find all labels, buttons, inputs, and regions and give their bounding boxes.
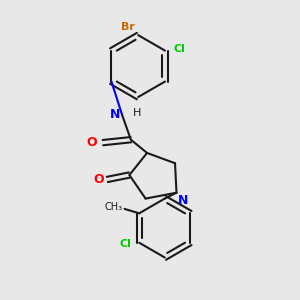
Text: Cl: Cl	[173, 44, 185, 54]
Text: O: O	[86, 136, 97, 149]
Text: N: N	[178, 194, 188, 207]
Text: CH₃: CH₃	[104, 202, 122, 212]
Text: O: O	[93, 173, 104, 186]
Text: Br: Br	[121, 22, 135, 32]
Text: N: N	[110, 108, 121, 121]
Text: H: H	[133, 108, 142, 118]
Text: Cl: Cl	[120, 239, 132, 249]
